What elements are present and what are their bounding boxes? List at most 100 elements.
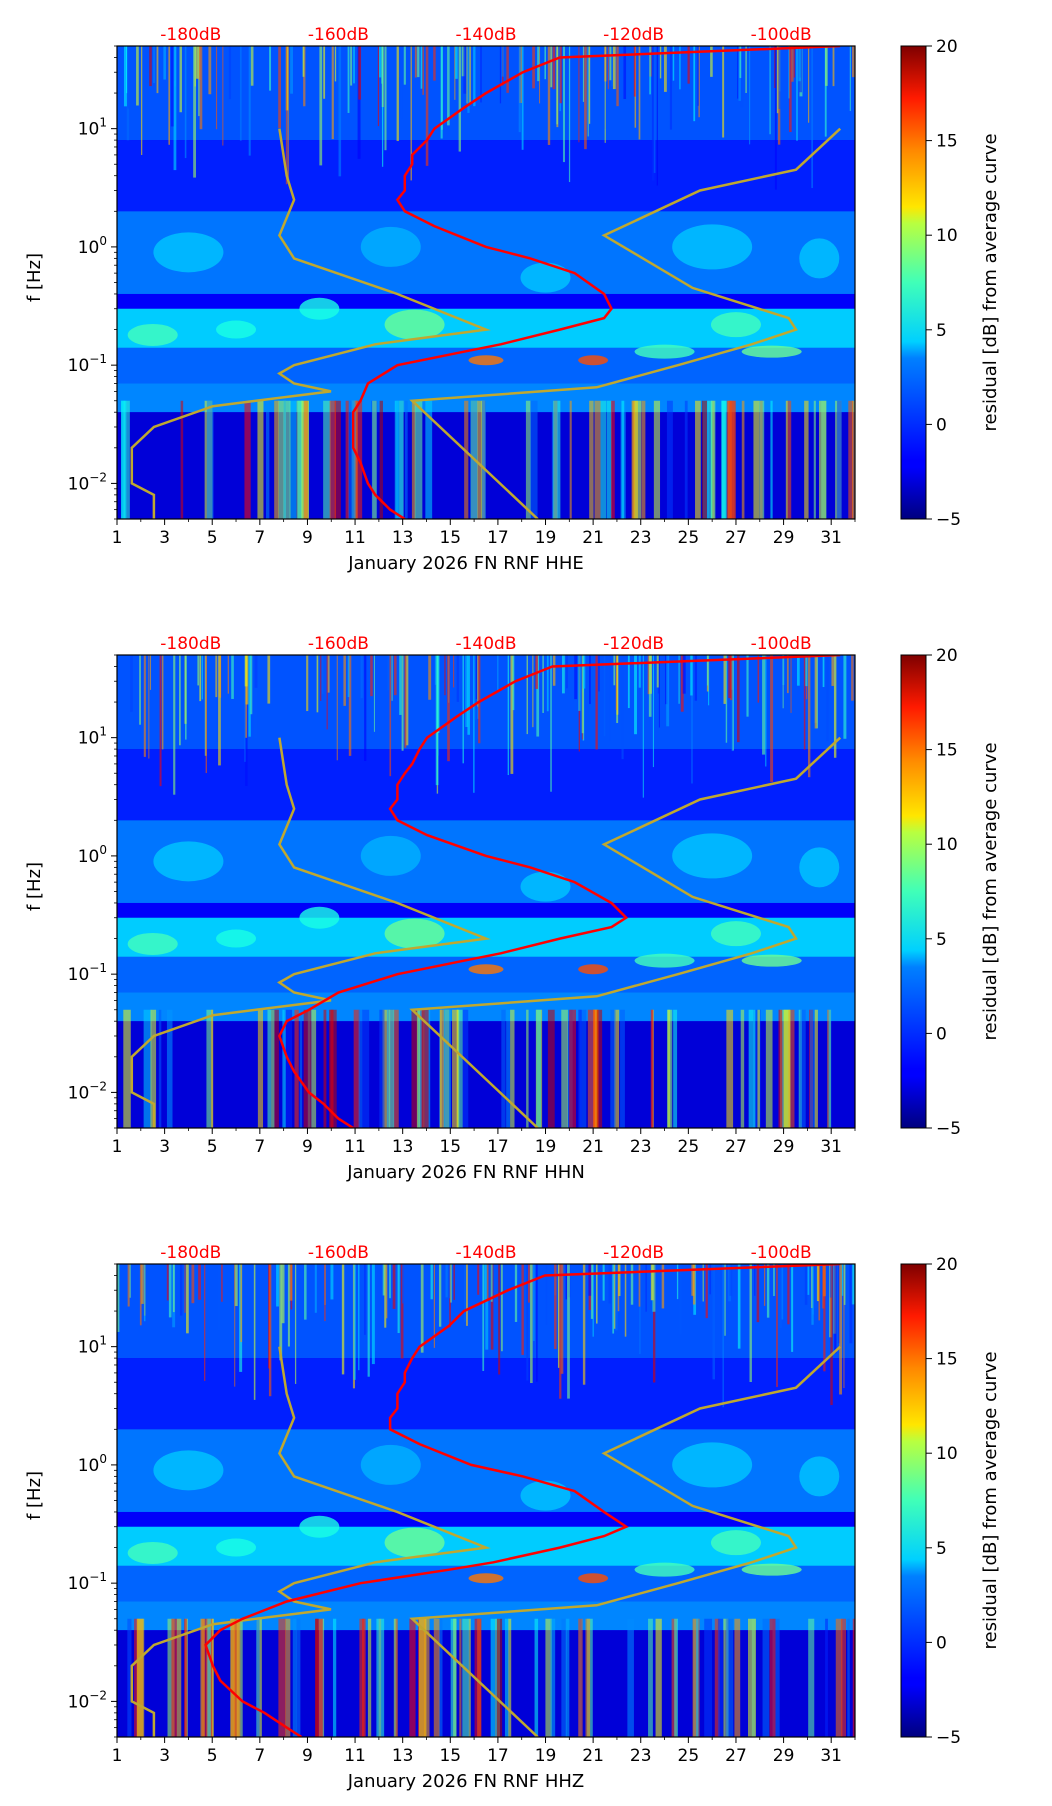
db-scale-label: -140dB (455, 1243, 516, 1263)
x-tick-label: 1 (112, 1137, 123, 1157)
y-tick-label: 100 (78, 234, 107, 258)
model-curve-1 (130, 128, 491, 519)
colorbar-tick-label: 0 (936, 1024, 947, 1044)
colorbar-tick-label: 0 (936, 1633, 947, 1653)
model-curve-1 (130, 1346, 491, 1737)
x-tick-label: 15 (439, 1137, 461, 1157)
x-tick-label: 9 (302, 1137, 313, 1157)
model-curve-2 (409, 127, 842, 519)
colorbar-tick-label: 0 (936, 415, 947, 435)
x-axis-label: January 2026 FN RNF HHE (347, 553, 584, 574)
x-tick-label: 15 (439, 1746, 461, 1766)
db-scale-label: -160dB (308, 25, 369, 45)
colorbar-label: residual [dB] from average curve (980, 1351, 1001, 1649)
x-tick-label: 29 (773, 528, 795, 548)
x-tick-label: 25 (678, 1137, 700, 1157)
y-tick-label: 101 (78, 116, 107, 140)
db-scale-label: -180dB (160, 1243, 221, 1263)
x-tick-label: 3 (159, 1746, 170, 1766)
colorbar (900, 654, 927, 1129)
x-tick-label: 17 (487, 528, 509, 548)
colorbar-tick-label: 20 (936, 1255, 958, 1275)
colorbar-tick-label: 15 (936, 1350, 958, 1370)
colorbar-tick-label: −5 (936, 1728, 961, 1748)
y-tick-label: 10−2 (68, 1079, 107, 1103)
x-tick-label: 17 (487, 1746, 509, 1766)
y-tick-label: 10−2 (68, 1688, 107, 1712)
x-tick-label: 21 (582, 1746, 604, 1766)
y-axis-label: f [Hz] (24, 253, 45, 302)
db-scale-label: -120dB (603, 1243, 664, 1263)
x-tick-label: 11 (344, 1746, 366, 1766)
heatmap-image (117, 46, 855, 519)
model-curve-2 (409, 1345, 842, 1737)
y-tick-label: 101 (78, 1334, 107, 1358)
x-tick-label: 21 (582, 1137, 604, 1157)
db-scale-label: -140dB (455, 25, 516, 45)
x-tick-label: 5 (207, 528, 218, 548)
x-tick-label: 29 (773, 1746, 795, 1766)
colorbar-tick-label: −5 (936, 1119, 961, 1139)
x-tick-label: 21 (582, 528, 604, 548)
colorbar-tick-label: −5 (936, 510, 961, 530)
colorbar-tick-label: 5 (936, 321, 947, 341)
x-axis-label: January 2026 FN RNF HHZ (347, 1771, 584, 1792)
panel-hhe: 1 3 5 7 9 11 13 15 17 19 21 23 25 27 29 3110−210−110010… (24, 25, 1001, 574)
model-curve-1 (130, 737, 491, 1128)
colorbar (900, 1263, 927, 1738)
colorbar-tick-label: 15 (936, 741, 958, 761)
x-tick-label: 19 (535, 1746, 557, 1766)
y-tick-label: 10−1 (68, 1570, 107, 1594)
x-tick-label: 5 (207, 1137, 218, 1157)
x-tick-label: 7 (254, 1746, 265, 1766)
average-curve (278, 655, 841, 1128)
x-tick-label: 11 (344, 1137, 366, 1157)
panel-hhz: 1 3 5 7 9 11 13 15 17 19 21 23 25 27 29 3110−210−110010… (24, 1243, 1001, 1792)
y-tick-label: 101 (78, 725, 107, 749)
x-tick-label: 19 (535, 1137, 557, 1157)
y-tick-label: 10−1 (68, 352, 107, 376)
colorbar-tick-label: 20 (936, 646, 958, 666)
db-scale-label: -120dB (603, 25, 664, 45)
y-tick-label: 10−2 (68, 470, 107, 494)
colorbar-label: residual [dB] from average curve (980, 133, 1001, 431)
x-tick-label: 7 (254, 528, 265, 548)
db-scale-label: -140dB (455, 634, 516, 654)
colorbar-tick-label: 20 (936, 37, 958, 57)
colorbar-tick-label: 10 (936, 226, 958, 246)
db-scale-label: -160dB (308, 634, 369, 654)
y-tick-label: 100 (78, 1452, 107, 1476)
average-curve (351, 46, 841, 519)
x-tick-label: 31 (820, 528, 842, 548)
x-tick-label: 5 (207, 1746, 218, 1766)
colorbar-tick-label: 15 (936, 132, 958, 152)
heatmap-image (117, 1264, 855, 1737)
x-tick-label: 15 (439, 528, 461, 548)
x-tick-label: 13 (392, 1137, 414, 1157)
x-tick-label: 27 (725, 528, 747, 548)
x-tick-label: 1 (112, 528, 123, 548)
db-scale-label: -100dB (751, 1243, 812, 1263)
x-tick-label: 19 (535, 528, 557, 548)
y-axis-label: f [Hz] (24, 1471, 45, 1520)
x-tick-label: 1 (112, 1746, 123, 1766)
x-tick-label: 27 (725, 1137, 747, 1157)
average-curve (204, 1264, 841, 1737)
x-tick-label: 3 (159, 1137, 170, 1157)
x-tick-label: 25 (678, 528, 700, 548)
x-axis-label: January 2026 FN RNF HHN (346, 1162, 585, 1183)
colorbar (900, 45, 927, 520)
x-tick-label: 17 (487, 1137, 509, 1157)
panel-hhn: 1 3 5 7 9 11 13 15 17 19 21 23 25 27 29 3110−210−110010… (24, 634, 1001, 1183)
x-tick-label: 13 (392, 1746, 414, 1766)
heatmap-image (117, 655, 855, 1128)
x-tick-label: 27 (725, 1746, 747, 1766)
x-tick-label: 11 (344, 528, 366, 548)
x-tick-label: 7 (254, 1137, 265, 1157)
x-tick-label: 23 (630, 528, 652, 548)
y-axis-label: f [Hz] (24, 862, 45, 911)
y-tick-label: 100 (78, 843, 107, 867)
x-tick-label: 31 (820, 1137, 842, 1157)
db-scale-label: -100dB (751, 25, 812, 45)
